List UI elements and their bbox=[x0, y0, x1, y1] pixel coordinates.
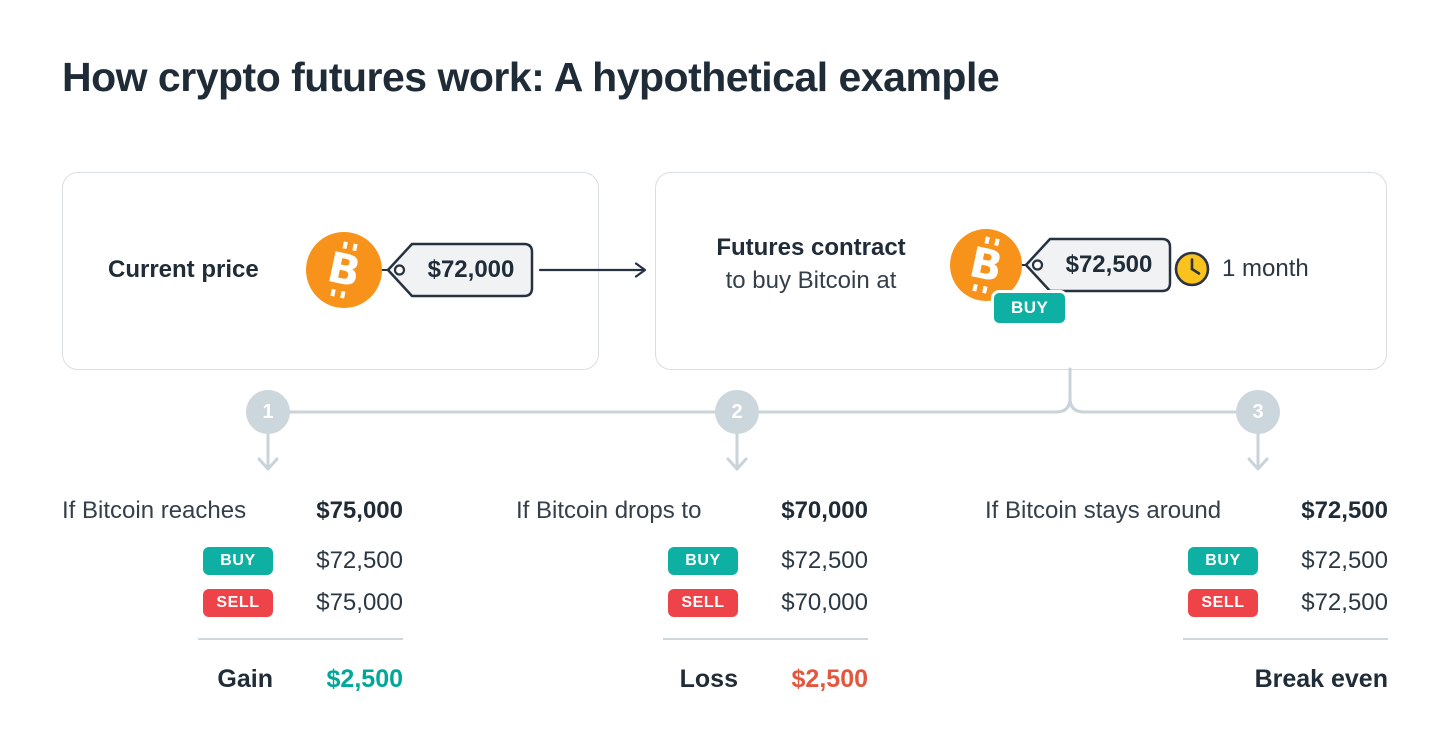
scenario-target-price: $75,000 bbox=[316, 497, 403, 524]
current-price-label: Current price bbox=[108, 256, 259, 283]
arrow-down-icons bbox=[257, 432, 1269, 471]
futures-contract-label: Futures contract to buy Bitcoin at bbox=[690, 231, 932, 297]
sell-badge: SELL bbox=[1188, 589, 1258, 617]
tag-hole bbox=[393, 264, 406, 276]
scenario-condition: If Bitcoin drops to bbox=[516, 497, 702, 524]
result-row: Loss $2,500 bbox=[516, 662, 868, 696]
futures-contract-subtitle: to buy Bitcoin at bbox=[725, 267, 897, 294]
btc-letter: B bbox=[323, 242, 365, 297]
buy-row: BUY $72,500 bbox=[62, 546, 403, 576]
price-tag: $72,500 bbox=[1016, 236, 1176, 294]
bitcoin-coin-icon: B bbox=[306, 232, 382, 308]
result-row: Gain $2,500 bbox=[62, 662, 403, 696]
sell-row: SELL $75,000 bbox=[62, 588, 403, 618]
scenario-column-loss: If Bitcoin drops to $70,000 BUY $72,500 … bbox=[516, 496, 868, 696]
scenario-condition-row: If Bitcoin stays around $72,500 bbox=[985, 496, 1388, 526]
divider bbox=[198, 638, 403, 640]
duration-label: 1 month bbox=[1222, 255, 1309, 282]
scenario-target-price: $70,000 bbox=[781, 497, 868, 524]
buy-price: $72,500 bbox=[316, 547, 403, 574]
scenario-target-price: $72,500 bbox=[1301, 497, 1388, 524]
clock-icon bbox=[1174, 251, 1210, 287]
sell-price: $75,000 bbox=[316, 589, 403, 616]
bitcoin-coin-icon: B bbox=[950, 229, 1022, 301]
scenario-column-break-even: If Bitcoin stays around $72,500 BUY $72,… bbox=[985, 496, 1388, 696]
scenario-condition: If Bitcoin reaches bbox=[62, 497, 247, 524]
divider bbox=[663, 638, 868, 640]
scenario-condition-row: If Bitcoin reaches $75,000 bbox=[62, 496, 403, 526]
sell-row: SELL $72,500 bbox=[985, 588, 1388, 618]
sell-row: SELL $70,000 bbox=[516, 588, 868, 618]
btc-tick bbox=[982, 285, 988, 294]
tag-hole bbox=[1031, 259, 1044, 271]
bitcoin-symbol: B bbox=[323, 241, 365, 299]
buy-badge: BUY bbox=[668, 547, 738, 575]
buy-badge: BUY bbox=[1188, 547, 1258, 575]
buy-row: BUY $72,500 bbox=[985, 546, 1388, 576]
btc-tick bbox=[340, 290, 346, 299]
buy-row: BUY $72,500 bbox=[516, 546, 868, 576]
result-row: Break even bbox=[985, 662, 1388, 696]
result-label: Break even bbox=[1254, 664, 1388, 693]
buy-badge: BUY bbox=[991, 290, 1069, 326]
branch-lines bbox=[266, 367, 1260, 414]
scenario-condition-row: If Bitcoin drops to $70,000 bbox=[516, 496, 868, 526]
step-circle-1: 1 bbox=[246, 390, 290, 434]
sell-badge: SELL bbox=[203, 589, 273, 617]
result-value: $2,500 bbox=[326, 664, 403, 693]
price-tag-shape bbox=[379, 242, 534, 298]
buy-badge: BUY bbox=[203, 547, 273, 575]
futures-contract-title: Futures contract bbox=[716, 234, 906, 261]
price-tag: $72,000 bbox=[378, 241, 538, 299]
tag-body bbox=[386, 242, 534, 298]
bitcoin-symbol: B bbox=[965, 236, 1007, 294]
step-circle-3: 3 bbox=[1236, 390, 1280, 434]
scenario-column-gain: If Bitcoin reaches $75,000 BUY $72,500 S… bbox=[62, 496, 403, 696]
page-title: How crypto futures work: A hypothetical … bbox=[62, 54, 1000, 100]
btc-tick bbox=[330, 288, 336, 297]
sell-price: $70,000 bbox=[781, 589, 868, 616]
current-price-value: $72,000 bbox=[427, 256, 515, 283]
result-label: Loss bbox=[679, 664, 738, 693]
buy-price: $72,500 bbox=[1301, 547, 1388, 574]
sell-price: $72,500 bbox=[1301, 589, 1388, 616]
result-value: $2,500 bbox=[791, 664, 868, 693]
step-circle-2: 2 bbox=[715, 390, 759, 434]
futures-price-value: $72,500 bbox=[1065, 251, 1153, 278]
divider bbox=[1183, 638, 1388, 640]
btc-tick bbox=[972, 283, 978, 292]
tag-body bbox=[1024, 237, 1172, 293]
buy-price: $72,500 bbox=[781, 547, 868, 574]
scenario-condition: If Bitcoin stays around bbox=[985, 497, 1222, 524]
sell-badge: SELL bbox=[668, 589, 738, 617]
btc-letter: B bbox=[965, 237, 1007, 292]
result-label: Gain bbox=[217, 664, 273, 693]
